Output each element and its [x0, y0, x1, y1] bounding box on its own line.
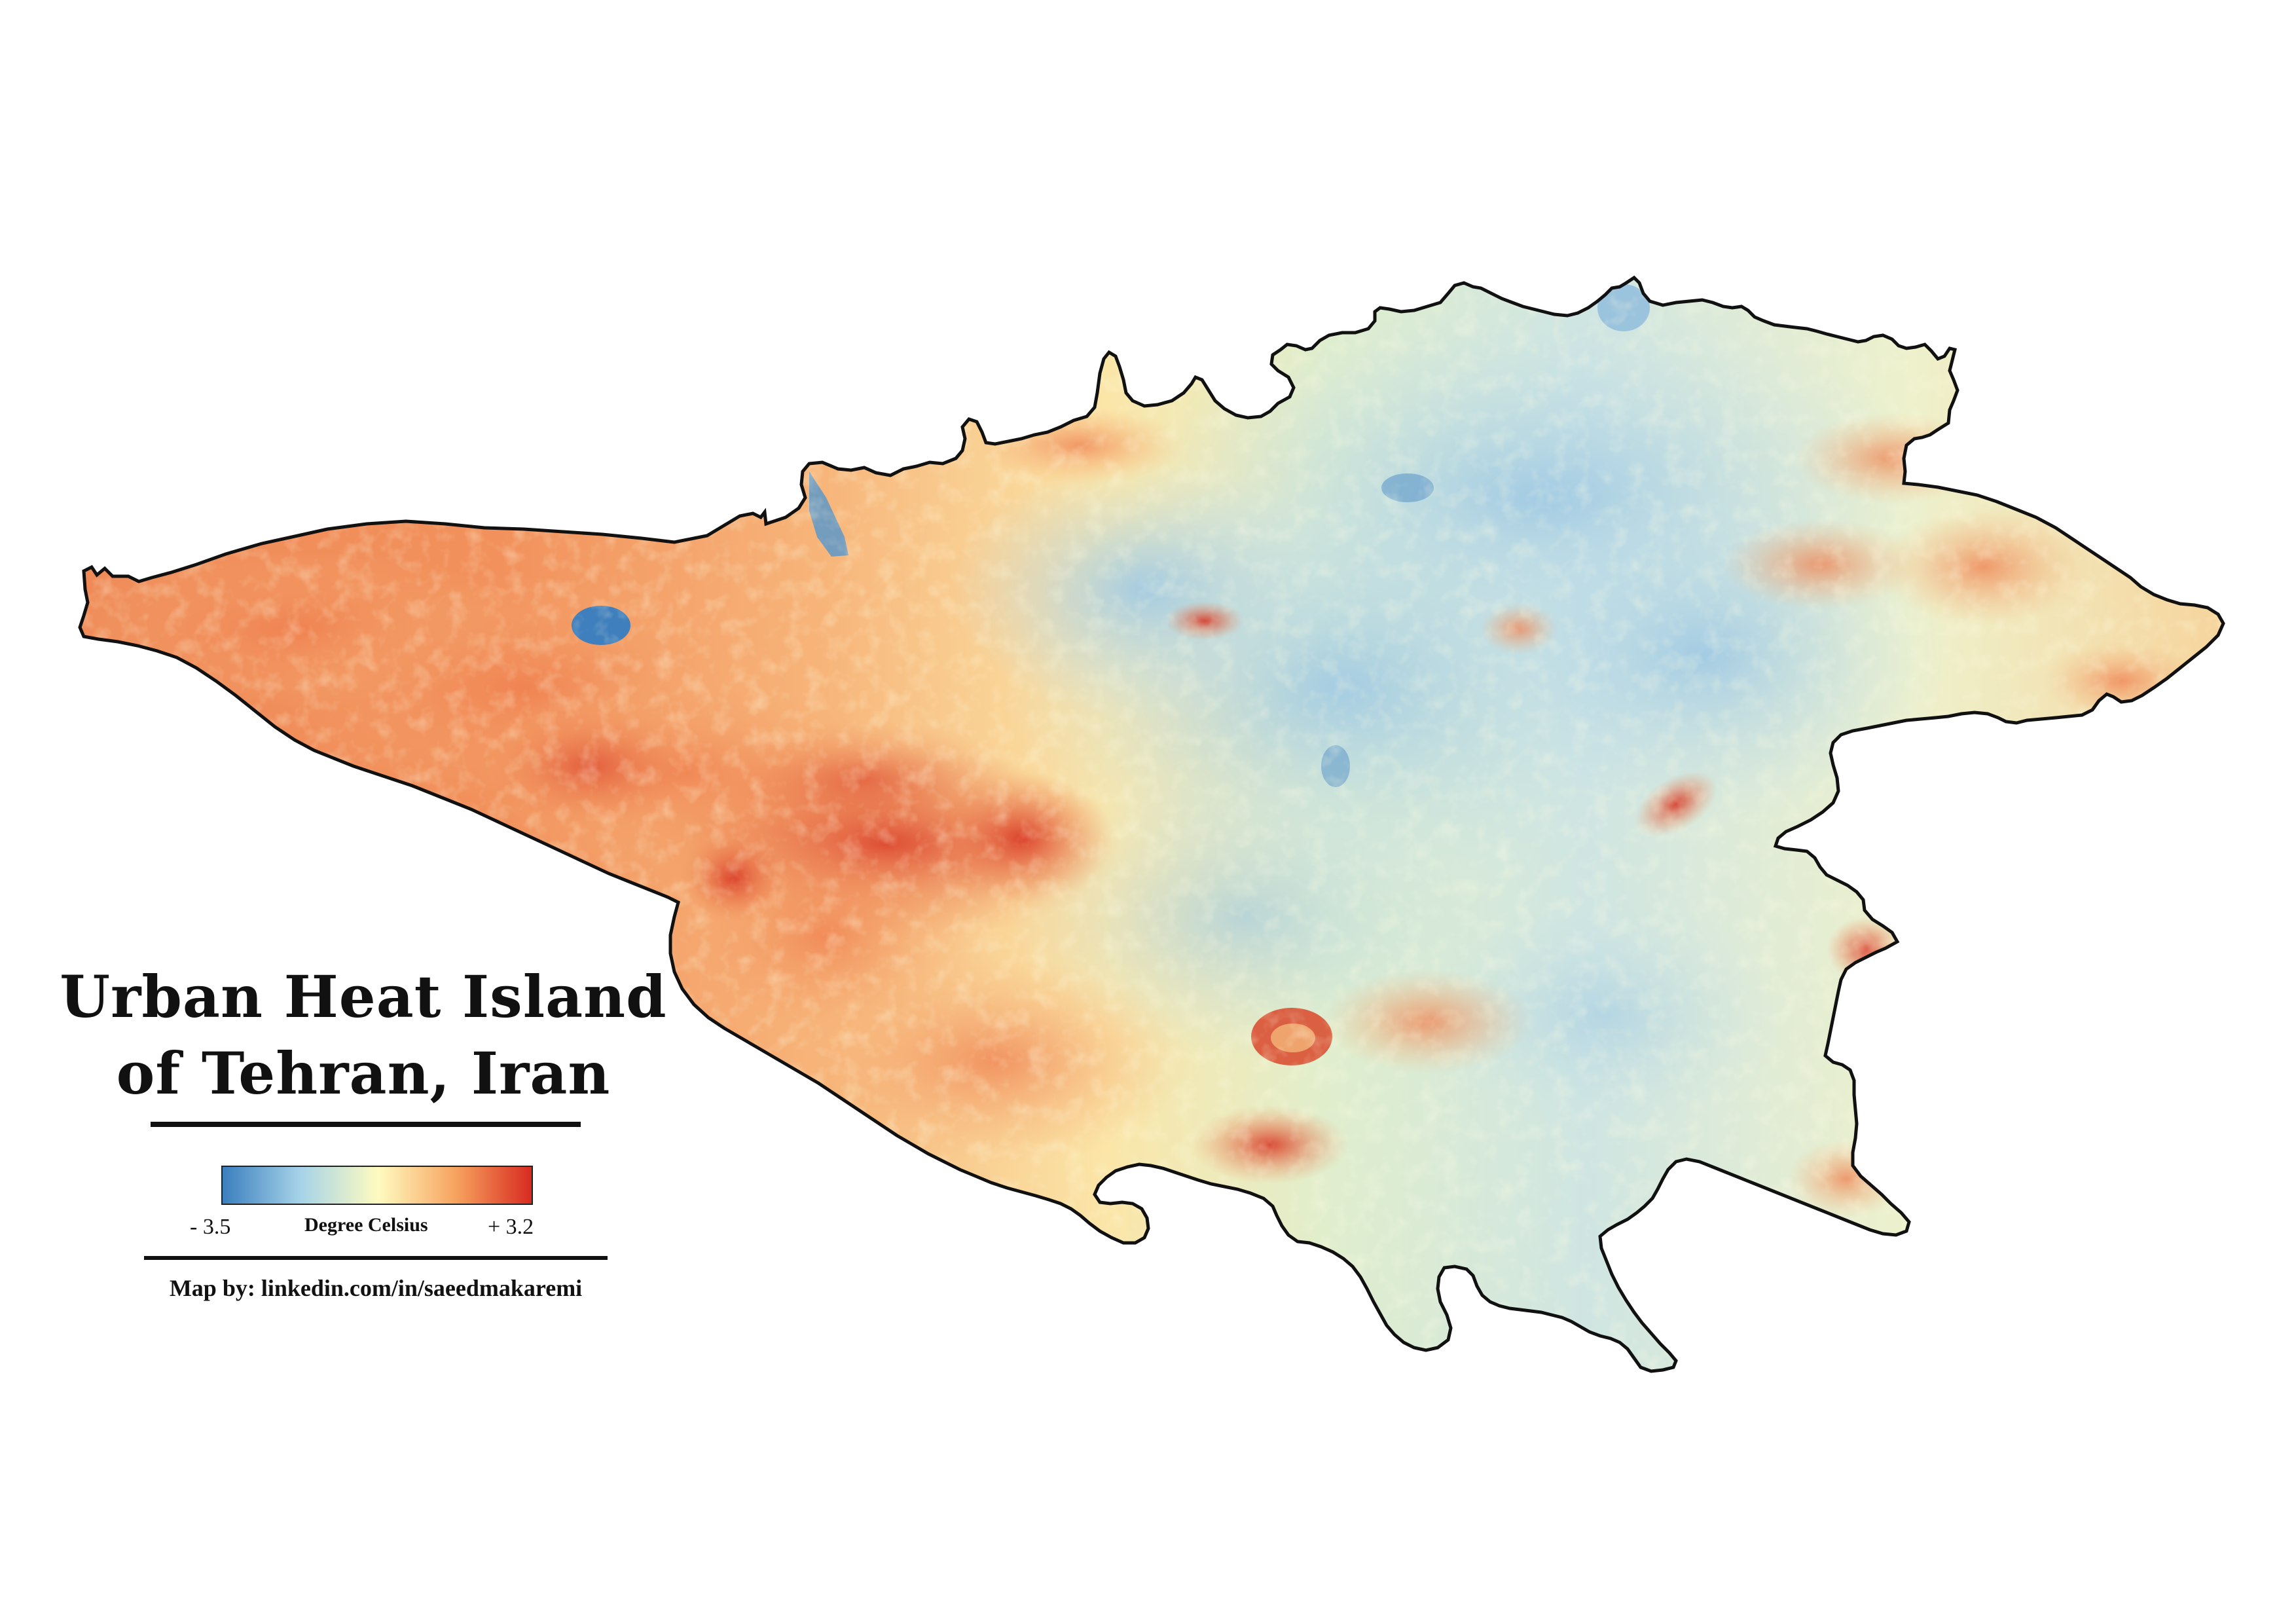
legend-max-label: + 3.2: [488, 1215, 534, 1239]
legend-min-label: - 3.5: [190, 1215, 231, 1239]
map-title-line1: Urban Heat Island: [60, 963, 667, 1031]
title-underline: [151, 1122, 581, 1127]
legend-unit-label: Degree Celsius: [304, 1214, 428, 1236]
map-title-line2: of Tehran, Iran: [116, 1039, 611, 1107]
map-credit: Map by: linkedin.com/in/saeedmakaremi: [169, 1275, 583, 1301]
legend-color-ramp: [221, 1166, 533, 1205]
legend-divider: [144, 1256, 608, 1260]
